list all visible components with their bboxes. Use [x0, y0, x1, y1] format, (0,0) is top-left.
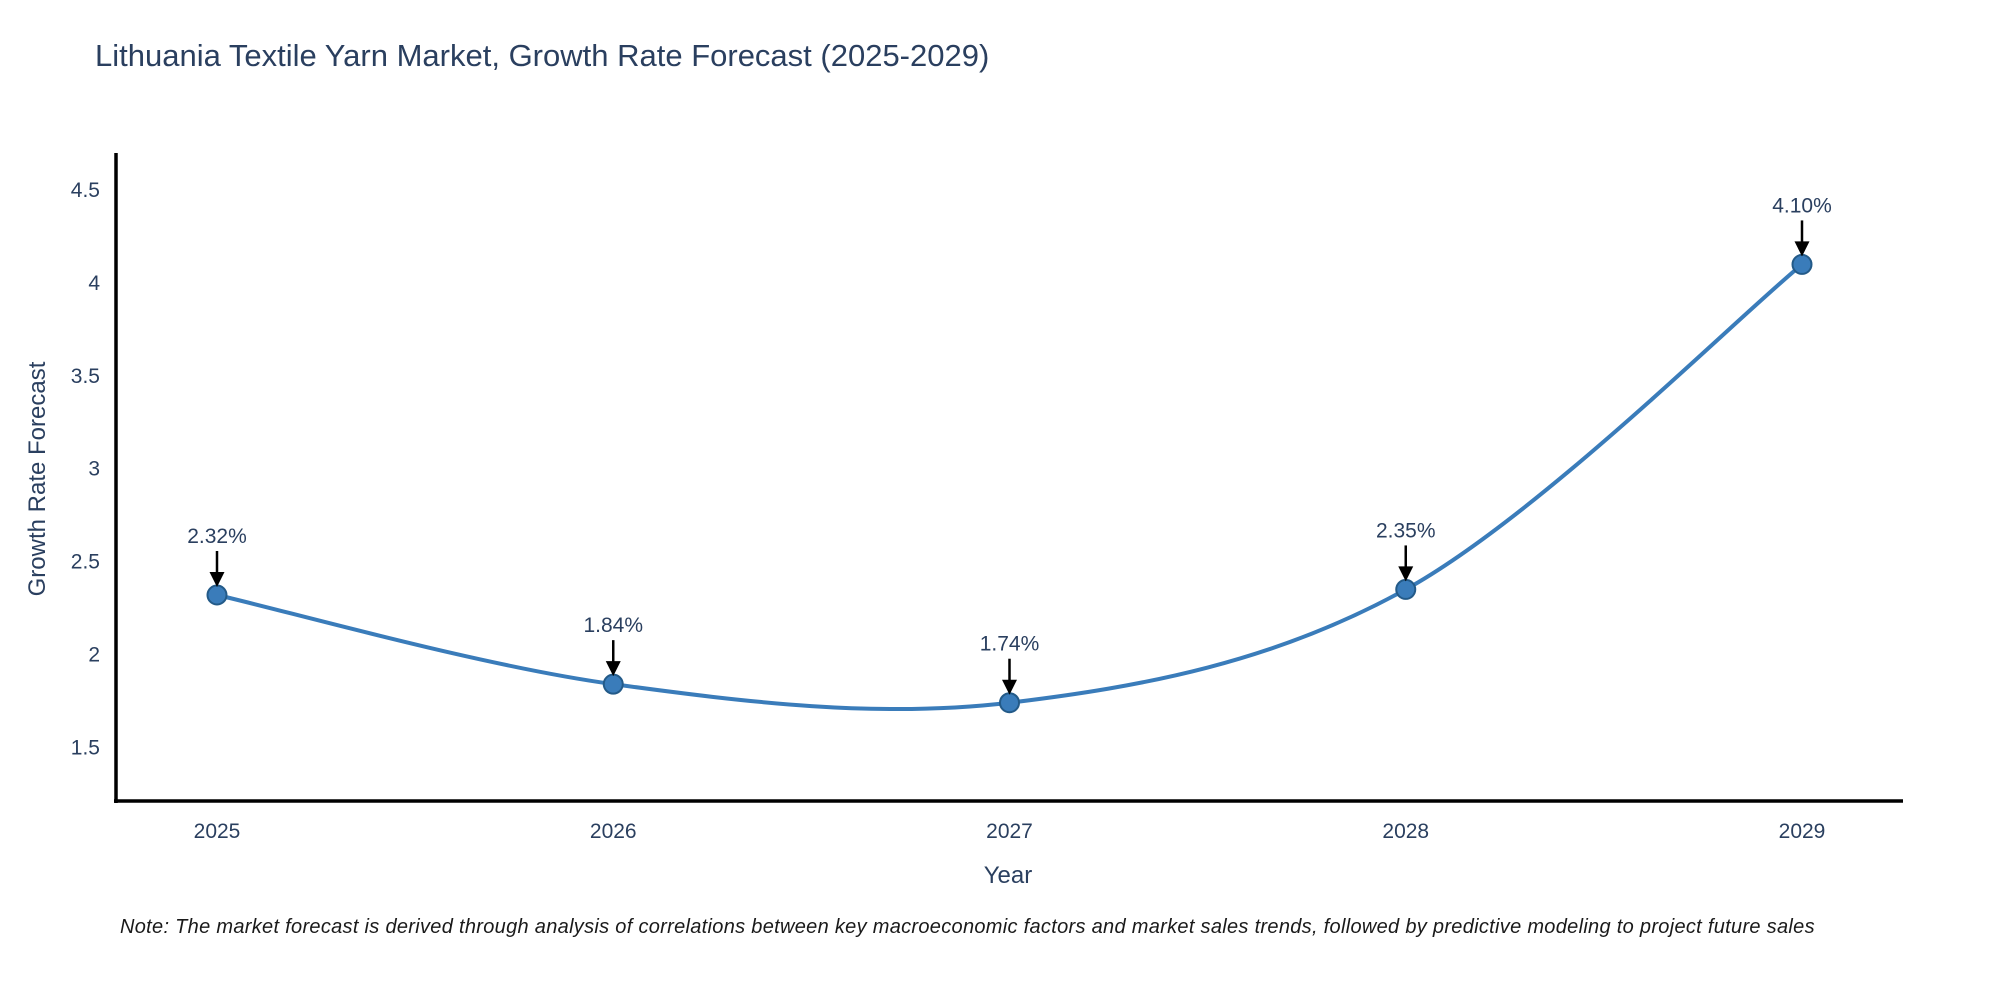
data-point-marker — [1395, 578, 1417, 600]
x-tick-label: 2028 — [1382, 820, 1429, 843]
y-tick-label: 4 — [88, 272, 100, 295]
data-point-marker — [206, 584, 228, 606]
chart-title: Lithuania Textile Yarn Market, Growth Ra… — [95, 38, 990, 73]
x-tick-label: 2029 — [1779, 820, 1826, 843]
point-annotations: 2.32% 1.84% 1.74% 2.35% 4.10% — [187, 194, 1832, 695]
annotation-label: 1.84% — [583, 614, 643, 637]
annotation-label: 1.74% — [980, 633, 1040, 656]
y-tick-label: 2 — [88, 643, 100, 666]
annotation-arrowhead — [1398, 566, 1414, 582]
x-axis-title: Year — [983, 862, 1033, 889]
y-tick-label: 2.5 — [71, 551, 100, 574]
y-tick-label: 3 — [88, 458, 100, 481]
footnote: Note: The market forecast is derived thr… — [120, 916, 1815, 938]
annotation-arrowhead — [1794, 241, 1810, 257]
x-tick-label: 2027 — [986, 820, 1033, 843]
y-tick-label: 3.5 — [71, 365, 100, 388]
series-growth-rate — [206, 253, 1813, 714]
y-tick-label: 4.5 — [71, 179, 100, 202]
data-point-marker — [999, 692, 1020, 714]
x-tick-label: 2026 — [590, 820, 637, 843]
annotation-label: 2.32% — [187, 525, 247, 548]
y-tick-label: 1.5 — [71, 736, 100, 759]
x-tick-label: 2025 — [194, 820, 241, 843]
annotation-arrowhead — [209, 572, 225, 587]
x-tick-labels: 2025 2026 2027 2028 2029 — [194, 820, 1826, 843]
annotation-label: 4.10% — [1772, 194, 1832, 217]
annotation-arrowhead — [605, 661, 621, 677]
y-tick-labels: 4.5 4 3.5 3 2.5 2 1.5 — [71, 179, 101, 759]
annotation-label: 2.35% — [1376, 519, 1436, 542]
data-point-marker — [1791, 253, 1813, 275]
annotation-arrowhead — [1002, 679, 1017, 695]
data-point-marker — [602, 673, 624, 695]
